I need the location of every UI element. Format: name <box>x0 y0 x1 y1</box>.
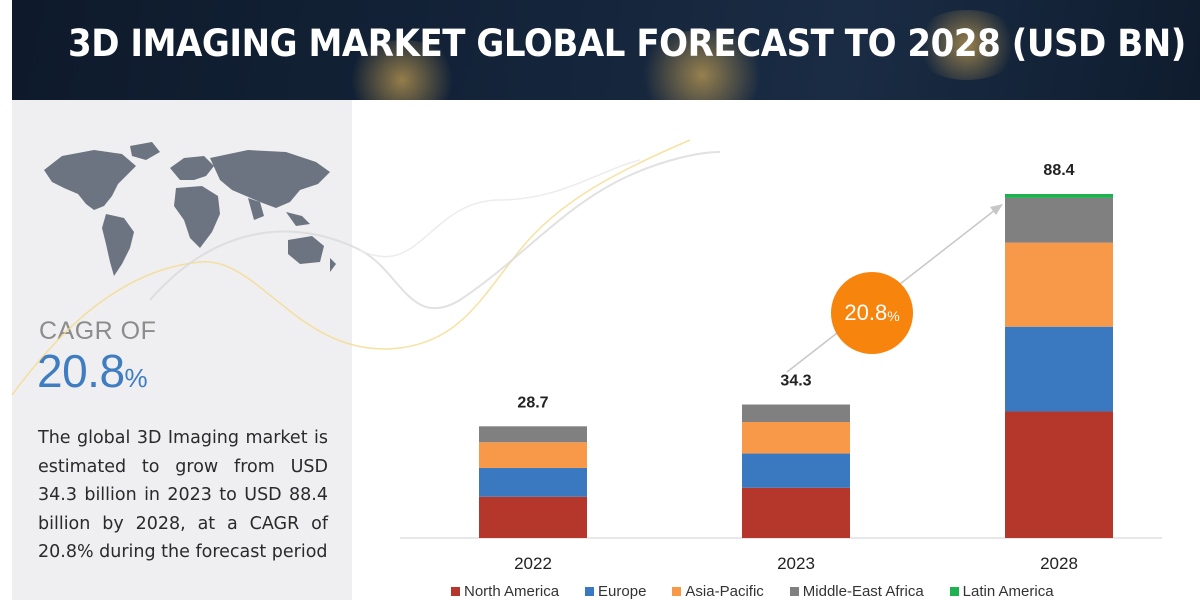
legend-label: North America <box>464 583 560 600</box>
legend-item: Latin America <box>949 583 1054 600</box>
legend-label: Europe <box>598 583 647 600</box>
bar-total-label: 34.3 <box>780 373 811 390</box>
cagr-number: 20.8 <box>37 345 125 397</box>
legend-swatch <box>789 587 799 596</box>
legend-item: Middle-East Africa <box>789 583 924 600</box>
legend-swatch <box>585 587 595 596</box>
chart-legend: North America Europe Asia-Pacific Middle-Ea… <box>451 583 1054 600</box>
x-tick-label: 2022 <box>514 554 552 573</box>
header-banner: 3D IMAGING MARKET GLOBAL FORECAST TO 202… <box>12 0 1200 100</box>
bar-segment-2022-asia-pacific <box>479 442 587 468</box>
legend-swatch <box>672 587 682 596</box>
legend-item: Asia-Pacific <box>672 583 764 600</box>
bar-segment-2028-latin-america <box>1005 194 1113 198</box>
market-description: The global 3D Imaging market is estimate… <box>38 428 328 563</box>
bar-segment-2022-north-america <box>479 496 587 538</box>
bar-segment-2023-europe <box>742 453 850 488</box>
cagr-percent-sign: % <box>124 363 148 393</box>
bar-segment-2022-middle-east-africa <box>479 426 587 443</box>
page-title: 3D IMAGING MARKET GLOBAL FORECAST TO 202… <box>68 22 1186 65</box>
growth-arrow-head <box>990 204 1003 215</box>
bar-segment-2023-asia-pacific <box>742 422 850 454</box>
legend-label: Middle-East Africa <box>802 583 924 600</box>
legend-label: Asia-Pacific <box>685 583 764 600</box>
world-map-icon <box>44 142 336 276</box>
bar-segment-2028-middle-east-africa <box>1005 197 1113 243</box>
header-glow <box>912 10 1022 80</box>
bar-total-label: 88.4 <box>1043 162 1074 179</box>
legend-swatch <box>451 587 460 596</box>
bar-segment-2028-asia-pacific <box>1005 242 1113 327</box>
header-glow <box>632 30 772 100</box>
legend-item: North America <box>451 583 559 600</box>
bar-segment-2028-north-america <box>1005 411 1113 538</box>
legend-item: Europe <box>585 583 646 600</box>
cagr-badge: 20.8% <box>831 272 913 354</box>
summary-panel: CAGR OF 20.8% The global 3D Imaging mark… <box>12 100 352 600</box>
bar-segment-2028-europe <box>1005 326 1113 412</box>
bar-total-label: 28.7 <box>517 394 548 411</box>
legend-label: Latin America <box>962 583 1054 600</box>
x-tick-label: 2023 <box>777 554 815 573</box>
bar-segment-2023-middle-east-africa <box>742 404 850 423</box>
x-tick-label: 2028 <box>1040 554 1078 573</box>
bar-segment-2023-north-america <box>742 487 850 538</box>
legend-swatch <box>949 587 959 596</box>
header-glow <box>342 40 462 100</box>
badge-percent-sign: % <box>887 308 900 324</box>
badge-number: 20.8 <box>844 300 888 325</box>
cagr-value: 20.8% <box>37 344 148 398</box>
bar-segment-2022-europe <box>479 467 587 497</box>
